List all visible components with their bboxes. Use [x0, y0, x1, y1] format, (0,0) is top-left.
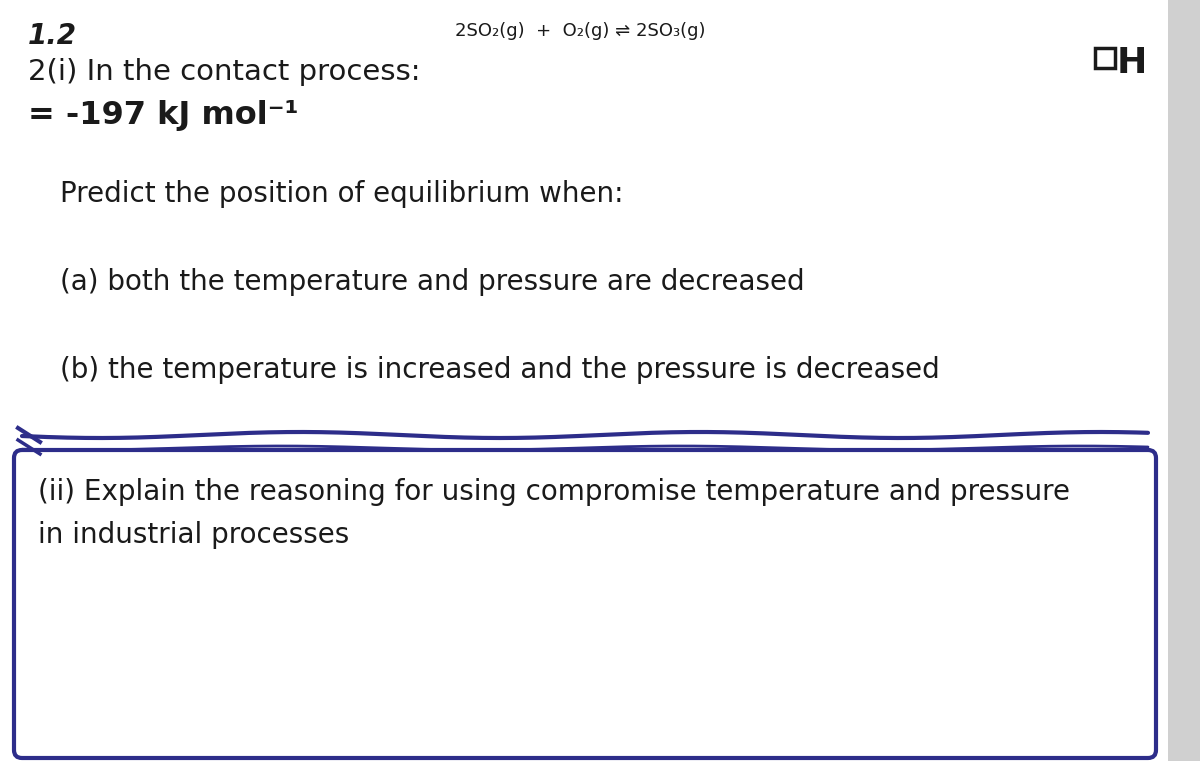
Text: (a) both the temperature and pressure are decreased: (a) both the temperature and pressure ar…: [60, 268, 805, 296]
Text: 1.2: 1.2: [28, 22, 77, 50]
Text: = -197 kJ mol⁻¹: = -197 kJ mol⁻¹: [28, 100, 299, 131]
Text: 2(i) In the contact process:: 2(i) In the contact process:: [28, 58, 420, 86]
Bar: [1096, 48, 1115, 68]
Text: (ii) Explain the reasoning for using compromise temperature and pressure
in indu: (ii) Explain the reasoning for using com…: [38, 478, 1070, 549]
Bar: [1168, 0, 1200, 761]
Text: H: H: [1117, 46, 1147, 80]
Text: Predict the position of equilibrium when:: Predict the position of equilibrium when…: [60, 180, 624, 208]
Text: (b) the temperature is increased and the pressure is decreased: (b) the temperature is increased and the…: [60, 356, 940, 384]
Text: 2SO₂(g)  +  O₂(g) ⇌ 2SO₃(g): 2SO₂(g) + O₂(g) ⇌ 2SO₃(g): [455, 22, 706, 40]
FancyBboxPatch shape: [14, 450, 1156, 758]
